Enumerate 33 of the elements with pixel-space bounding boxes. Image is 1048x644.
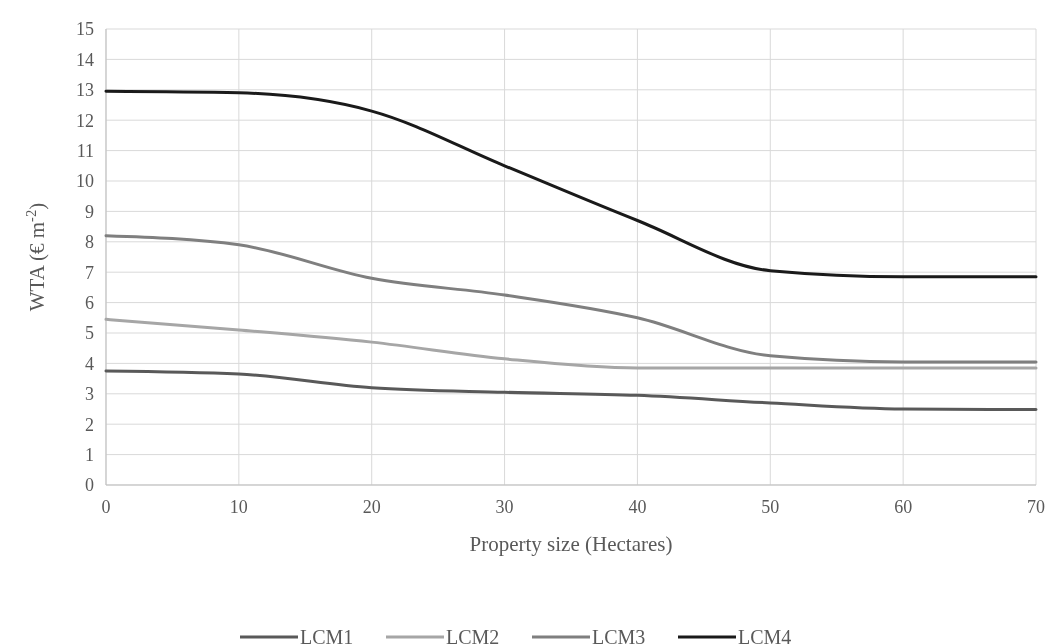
y-tick-label: 15 — [76, 19, 94, 40]
y-tick-label: 0 — [85, 475, 94, 496]
x-tick-label: 30 — [495, 497, 514, 517]
y-tick-label: 10 — [76, 171, 94, 192]
x-tick-label: 10 — [229, 497, 248, 517]
y-tick-label: 13 — [76, 80, 94, 101]
y-tick-label: 12 — [76, 110, 94, 131]
line-series — [104, 234, 1038, 364]
y-tick-label: 6 — [85, 292, 94, 313]
line-series — [104, 369, 1038, 412]
legend-label: LCM1 — [300, 626, 354, 644]
y-tick-label: 1 — [85, 444, 94, 465]
legend-label: LCM3 — [592, 626, 646, 644]
x-tick-label: 60 — [894, 497, 913, 517]
y-tick-label: 7 — [85, 262, 94, 283]
x-tick-label: 50 — [761, 497, 780, 517]
legend-label: LCM2 — [446, 626, 500, 644]
x-tick-label: 40 — [628, 497, 647, 517]
line-series — [104, 317, 1038, 370]
x-tick-label: 70 — [1027, 497, 1045, 517]
legend-label: LCM4 — [738, 626, 792, 644]
x-axis-title: Property size (Hectares) — [469, 532, 673, 556]
y-tick-label: 14 — [76, 49, 94, 70]
x-tick-label: 0 — [101, 497, 111, 517]
y-tick-label: 3 — [85, 384, 94, 405]
x-tick-label: 20 — [362, 497, 381, 517]
y-tick-label: 4 — [85, 353, 94, 374]
y-tick-label: 2 — [85, 414, 94, 435]
line-series — [104, 89, 1038, 279]
y-tick-label: 5 — [85, 323, 94, 344]
y-tick-label: 9 — [85, 201, 94, 222]
y-tick-label: 11 — [76, 140, 94, 161]
y-tick-label: 8 — [85, 232, 94, 253]
